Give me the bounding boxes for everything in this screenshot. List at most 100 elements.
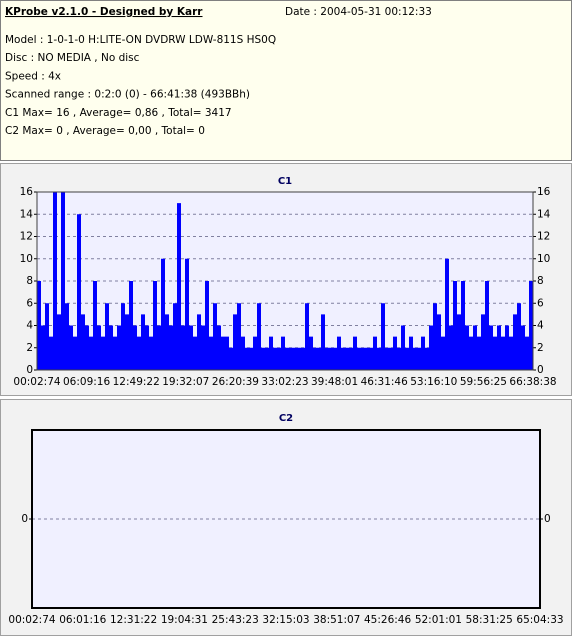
bar — [97, 325, 101, 370]
plot-border — [31, 429, 541, 609]
bar — [417, 347, 421, 370]
x-tick-label: 00:02:74 — [8, 614, 55, 626]
bar — [237, 303, 241, 370]
y-tick-label: 12 — [537, 231, 550, 243]
bar — [353, 336, 357, 370]
y-tick-label: 0 — [21, 513, 28, 525]
bar — [269, 336, 273, 370]
bar — [429, 325, 433, 370]
bar — [189, 325, 193, 370]
bar — [385, 347, 389, 370]
y-tick-label: 0 — [26, 364, 33, 376]
bar — [365, 347, 369, 370]
bar — [201, 325, 205, 370]
info-line: Scanned range : 0:2:0 (0) - 66:41:38 (49… — [5, 89, 250, 101]
info-panel — [0, 0, 572, 161]
bar — [265, 347, 269, 370]
bar — [45, 303, 49, 370]
bar — [505, 325, 509, 370]
bar — [465, 325, 469, 370]
bar — [101, 336, 105, 370]
info-line: C1 Max= 16 , Average= 0,86 , Total= 3417 — [5, 107, 232, 119]
bar — [277, 347, 281, 370]
bar — [309, 336, 313, 370]
y-tick-label: 2 — [26, 342, 33, 354]
bar — [245, 347, 249, 370]
bar — [397, 347, 401, 370]
bar — [529, 281, 533, 370]
bar — [373, 336, 377, 370]
x-tick-label: 00:02:74 — [13, 376, 60, 388]
y-tick-label: 8 — [537, 275, 544, 287]
bar — [377, 347, 381, 370]
bar — [301, 347, 305, 370]
bar — [185, 258, 189, 370]
bar — [129, 281, 133, 370]
bar — [93, 281, 97, 370]
bar — [197, 314, 201, 370]
bar — [77, 214, 81, 370]
bar — [521, 325, 525, 370]
bar — [389, 347, 393, 370]
bar — [501, 336, 505, 370]
bar — [497, 325, 501, 370]
bar — [157, 325, 161, 370]
bar — [333, 347, 337, 370]
bar — [137, 336, 141, 370]
bar — [493, 336, 497, 370]
bar — [325, 347, 329, 370]
bar — [205, 281, 209, 370]
bar — [169, 325, 173, 370]
y-tick-label: 16 — [537, 186, 551, 198]
y-tick-label: 2 — [537, 342, 544, 354]
y-tick-label: 6 — [537, 297, 544, 309]
bar — [149, 336, 153, 370]
x-tick-label: 46:31:46 — [361, 376, 408, 388]
y-tick-label: 10 — [537, 253, 550, 265]
bar — [89, 336, 93, 370]
bar — [393, 336, 397, 370]
bar — [173, 303, 177, 370]
y-tick-label: 14 — [537, 208, 551, 220]
bar — [193, 336, 197, 370]
bar — [341, 347, 345, 370]
bar — [433, 303, 437, 370]
x-tick-label: 39:48:01 — [311, 376, 358, 388]
bar — [257, 303, 261, 370]
bar — [85, 325, 89, 370]
bar — [329, 347, 333, 370]
bar — [381, 303, 385, 370]
bar — [449, 325, 453, 370]
bar — [241, 336, 245, 370]
bar — [273, 347, 277, 370]
x-tick-label: 58:31:25 — [466, 614, 513, 626]
x-tick-label: 38:51:07 — [313, 614, 360, 626]
bar — [233, 314, 237, 370]
y-tick-label: 10 — [20, 253, 33, 265]
bar — [61, 192, 65, 370]
bar — [509, 336, 513, 370]
bar — [49, 336, 53, 370]
bar — [409, 336, 413, 370]
bar — [37, 281, 41, 370]
bar — [253, 336, 257, 370]
bar — [109, 325, 113, 370]
y-tick-label: 0 — [544, 513, 551, 525]
bar — [313, 347, 317, 370]
chart-title: C1 — [278, 176, 292, 187]
bar — [105, 303, 109, 370]
bar — [217, 325, 221, 370]
bar — [461, 281, 465, 370]
x-tick-label: 25:43:23 — [212, 614, 259, 626]
x-tick-label: 59:56:25 — [460, 376, 507, 388]
bar — [517, 303, 521, 370]
bar — [345, 347, 349, 370]
x-tick-label: 32:15:03 — [262, 614, 309, 626]
x-tick-label: 12:49:22 — [113, 376, 160, 388]
bar — [145, 325, 149, 370]
bar — [69, 325, 73, 370]
bar — [81, 314, 85, 370]
bar — [453, 281, 457, 370]
bar — [133, 325, 137, 370]
